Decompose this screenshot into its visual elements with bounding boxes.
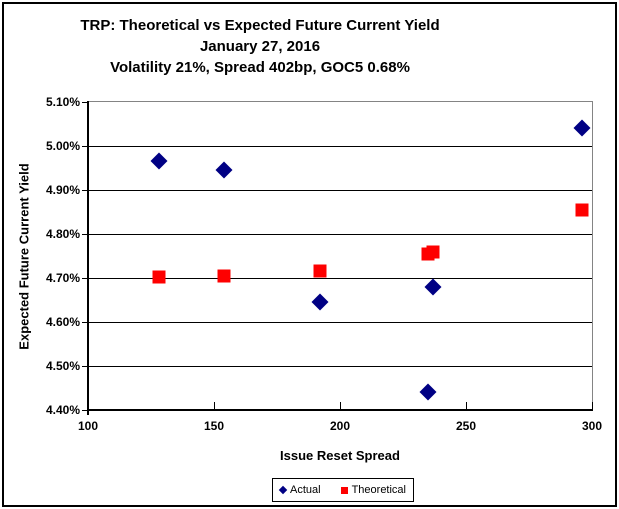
y-tick [82, 365, 88, 367]
y-tick-label: 5.10% [45, 95, 80, 109]
legend-label-theoretical: Theoretical [351, 484, 406, 496]
x-tick [465, 402, 467, 410]
y-tick-label: 4.60% [45, 315, 80, 329]
actual-diamond-icon [278, 485, 288, 495]
chart-subtitle-date: January 27, 2016 [199, 38, 321, 55]
data-point-theoretical [313, 264, 327, 278]
y-tick [82, 101, 88, 103]
y-gridline [88, 277, 592, 279]
y-tick [82, 277, 88, 279]
x-tick-label: 200 [329, 419, 351, 433]
x-tick [591, 402, 593, 410]
x-tick-label: 150 [203, 419, 225, 433]
y-tick-label: 5.00% [45, 139, 80, 153]
legend: Actual Theoretical [272, 478, 414, 502]
x-tick-label: 300 [581, 419, 603, 433]
y-gridline [88, 365, 592, 367]
plot-right-border [592, 101, 593, 411]
y-tick [82, 233, 88, 235]
y-tick [82, 145, 88, 147]
plot-area [88, 102, 592, 410]
legend-label-actual: Actual [290, 484, 321, 496]
y-tick-label: 4.90% [45, 183, 80, 197]
y-gridline [88, 189, 592, 191]
x-tick-label: 250 [455, 419, 477, 433]
x-axis-title: Issue Reset Spread [280, 448, 400, 463]
y-gridline [88, 321, 592, 323]
data-point-theoretical [426, 245, 440, 259]
y-tick-label: 4.50% [45, 359, 80, 373]
data-point-theoretical [217, 269, 231, 283]
y-gridline [88, 233, 592, 235]
legend-item-theoretical: Theoretical [340, 484, 406, 496]
y-tick-label: 4.40% [45, 403, 80, 417]
x-tick [213, 402, 215, 410]
y-tick-label: 4.80% [45, 227, 80, 241]
y-tick [82, 409, 88, 411]
chart-title-block: TRP: Theoretical vs Expected Future Curr… [0, 15, 520, 78]
theoretical-square-icon [340, 486, 348, 494]
y-tick [82, 189, 88, 191]
y-tick [82, 321, 88, 323]
data-point-theoretical [152, 270, 166, 284]
y-gridline [88, 145, 592, 147]
y-tick-label: 4.70% [45, 271, 80, 285]
legend-item-actual: Actual [278, 484, 321, 496]
plot-top-border [88, 101, 593, 102]
y-axis-line [87, 101, 89, 415]
data-point-theoretical [575, 203, 589, 217]
x-axis-line [87, 409, 593, 411]
x-tick-label: 100 [77, 419, 99, 433]
x-tick [339, 402, 341, 410]
chart-subtitle-params: Volatility 21%, Spread 402bp, GOC5 0.68% [110, 59, 410, 76]
chart-title: TRP: Theoretical vs Expected Future Curr… [80, 17, 440, 34]
